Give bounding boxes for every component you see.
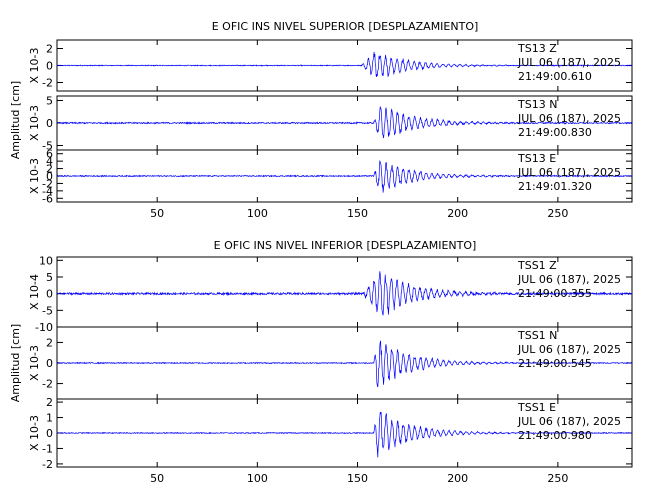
waveform-line: [56, 160, 633, 193]
x-tick-label: 100: [247, 207, 268, 220]
station-component-label: TS13 N: [517, 98, 557, 111]
x-tick-label: 250: [547, 207, 568, 220]
y-tick-label: 0: [46, 427, 53, 440]
waveform-line: [57, 271, 633, 316]
y-tick-label: -2: [42, 378, 53, 391]
trace-date: JUL 06 (187), 2025: [517, 56, 621, 69]
x-tick-label: 150: [347, 207, 368, 220]
trace-time: 21:49:00.610: [518, 70, 592, 83]
trace-date: JUL 06 (187), 2025: [517, 166, 621, 179]
y-tick-label: 5: [46, 95, 53, 108]
y-tick-label: 4: [46, 155, 53, 168]
y-tick-label: -2: [42, 177, 53, 190]
y-tick-label: 2: [46, 336, 53, 349]
y-exponent-label: X 10-3: [28, 345, 41, 381]
station-component-label: TS13 Z: [517, 42, 557, 55]
y-tick-label: -5: [42, 140, 53, 153]
x-tick-label: 200: [447, 472, 468, 485]
trace-date: JUL 06 (187), 2025: [517, 112, 621, 125]
trace-date: JUL 06 (187), 2025: [517, 273, 621, 286]
x-tick-label: 200: [447, 207, 468, 220]
y-exponent-label: X 10-3: [28, 158, 41, 194]
y-tick-label: 0: [46, 117, 53, 130]
trace-date: JUL 06 (187), 2025: [517, 415, 621, 428]
x-tick-label: 100: [247, 472, 268, 485]
y-exponent-label: X 10-3: [28, 105, 41, 141]
y-tick-label: -2: [42, 458, 53, 471]
x-tick-label: 250: [547, 472, 568, 485]
y-tick-label: -10: [35, 321, 53, 334]
x-tick-label: 50: [150, 207, 164, 220]
bottom-y-axis-label: Amplitud [cm]: [9, 324, 22, 402]
y-tick-label: -1: [42, 442, 53, 455]
waveform-line: [56, 106, 633, 139]
top-y-axis-label: Amplitud [cm]: [9, 81, 22, 159]
station-component-label: TSS1 E: [517, 401, 556, 414]
y-exponent-label: X 10-4: [28, 274, 41, 310]
x-tick-label: 150: [347, 472, 368, 485]
station-component-label: TSS1 N: [517, 329, 557, 342]
y-tick-label: 0: [46, 288, 53, 301]
y-tick-label: -5: [42, 304, 53, 317]
y-tick-label: 2: [46, 396, 53, 409]
y-tick-label: 0: [46, 60, 53, 73]
y-tick-label: 2: [46, 163, 53, 176]
y-exponent-label: X 10-3: [28, 48, 41, 84]
trace-time: 21:49:00.830: [518, 126, 592, 139]
waveform-line: [56, 411, 633, 458]
y-exponent-label: X 10-3: [28, 415, 41, 451]
y-tick-label: 5: [46, 271, 53, 284]
waveform-line: [56, 340, 633, 388]
waveform-line: [56, 51, 633, 77]
trace-time: 21:49:00.355: [518, 287, 592, 300]
station-component-label: TSS1 Z: [517, 259, 557, 272]
y-tick-label: 0: [46, 357, 53, 370]
station-component-label: TS13 E: [517, 152, 556, 165]
y-tick-label: 1: [46, 412, 53, 425]
y-tick-label: -4: [42, 185, 53, 198]
y-tick-label: 10: [39, 254, 53, 267]
y-tick-label: -6: [42, 192, 53, 205]
x-tick-label: 50: [150, 472, 164, 485]
bottom-panel-title: E OFIC INS NIVEL INFERIOR [DESPLAZAMIENT…: [214, 239, 477, 252]
trace-time: 21:49:00.545: [518, 357, 592, 370]
y-tick-label: 2: [46, 43, 53, 56]
y-tick-label: 0: [46, 170, 53, 183]
y-tick-label: 6: [46, 148, 53, 161]
trace-date: JUL 06 (187), 2025: [517, 343, 621, 356]
y-tick-label: -2: [42, 77, 53, 90]
trace-time: 21:49:01.320: [518, 180, 592, 193]
top-panel-title: E OFIC INS NIVEL SUPERIOR [DESPLAZAMIENT…: [212, 20, 479, 33]
trace-time: 21:49:00.980: [518, 429, 592, 442]
